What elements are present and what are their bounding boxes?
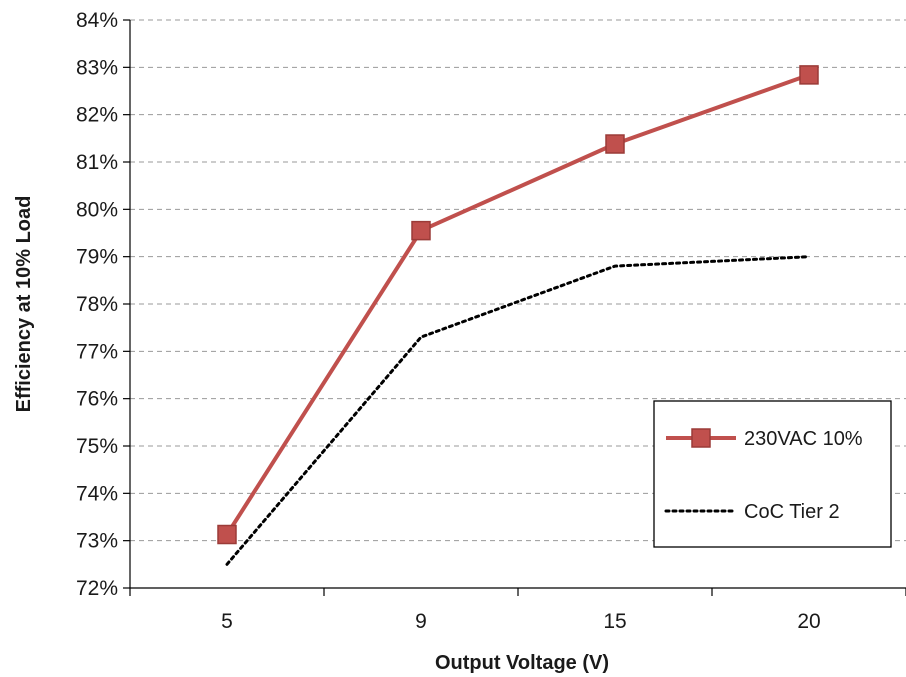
y-tick-label-2: 74% bbox=[76, 482, 118, 505]
axes bbox=[123, 19, 906, 596]
legend-item-230vac: 230VAC 10% bbox=[666, 428, 863, 450]
x-tick-label-0: 5 bbox=[221, 610, 233, 633]
x-tick-label-1: 9 bbox=[415, 610, 427, 633]
y-tick-label-5: 77% bbox=[76, 340, 118, 363]
y-tick-label-9: 81% bbox=[76, 151, 118, 174]
legend-label-coc-tier-2: CoC Tier 2 bbox=[744, 501, 840, 523]
y-axis-title: Efficiency at 10% Load bbox=[13, 196, 35, 413]
y-tick-label-3: 75% bbox=[76, 435, 118, 458]
y-tick-label-6: 78% bbox=[76, 293, 118, 316]
y-tick-label-1: 73% bbox=[76, 530, 118, 553]
y-tick-label-0: 72% bbox=[76, 577, 118, 600]
series-line-1 bbox=[225, 255, 811, 566]
legend-item-coc-tier-2: CoC Tier 2 bbox=[664, 501, 840, 523]
y-tick-label-8: 80% bbox=[76, 198, 118, 221]
data-point-0-3 bbox=[799, 65, 819, 85]
y-tick-label-4: 76% bbox=[76, 388, 118, 411]
y-tick-label-12: 84% bbox=[76, 9, 118, 32]
legend-marker-230vac bbox=[691, 428, 711, 448]
legend-box bbox=[653, 400, 892, 548]
grid-lines bbox=[130, 19, 906, 542]
y-tick-label-11: 83% bbox=[76, 56, 118, 79]
tick-labels: 72% 73% 74% 75% 76% 77% 78% 79% 80% 81% 82% 83% 84% 5… bbox=[76, 9, 821, 633]
series-layer bbox=[217, 65, 819, 566]
series-line-0 bbox=[225, 73, 810, 536]
x-axis-title: Output Voltage (V) bbox=[435, 652, 609, 674]
data-point-0-1 bbox=[411, 220, 431, 241]
y-tick-label-7: 79% bbox=[76, 246, 118, 269]
data-point-0-2 bbox=[605, 134, 625, 154]
data-point-0-0 bbox=[217, 524, 237, 545]
y-tick-label-10: 82% bbox=[76, 104, 118, 127]
legend: 230VAC 10% CoC Tier 2 bbox=[653, 400, 892, 548]
legend-label-230vac: 230VAC 10% bbox=[744, 428, 863, 450]
x-tick-label-3: 20 bbox=[797, 610, 820, 633]
x-tick-label-2: 15 bbox=[603, 610, 626, 633]
